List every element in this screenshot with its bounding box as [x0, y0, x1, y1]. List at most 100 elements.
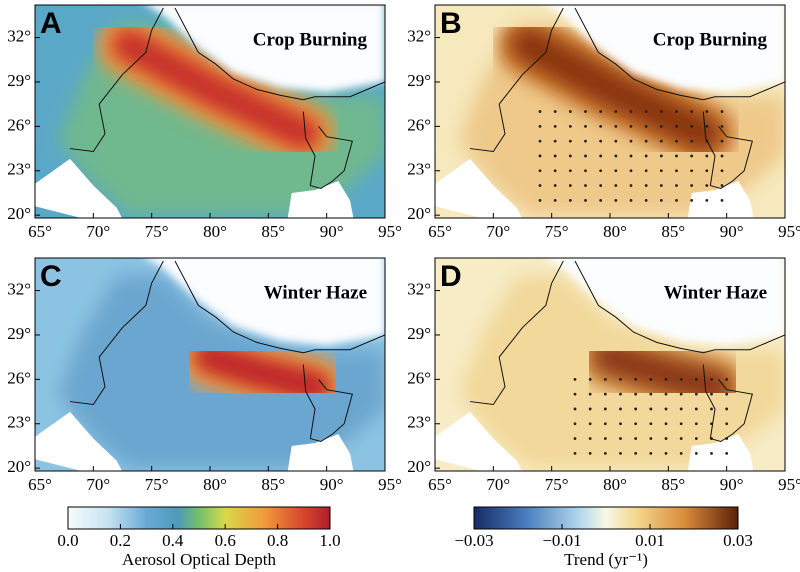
significance-dot	[538, 198, 542, 202]
country-border	[469, 7, 564, 153]
significance-dot	[644, 110, 648, 113]
significance-dot	[629, 169, 633, 173]
latitude-label: 29°	[7, 71, 31, 90]
map-panel: B Crop Burning 65° 70° 75° 80° 85° 90° 95° 32° 29°…	[407, 4, 800, 241]
latitude-label: 26°	[407, 115, 431, 134]
significance-dot	[573, 437, 577, 440]
significance-dot	[599, 198, 603, 202]
significance-dot	[553, 198, 557, 202]
significance-dot	[659, 184, 663, 187]
significance-dot	[568, 139, 572, 143]
significance-dot	[675, 198, 678, 202]
significance-dot	[664, 392, 668, 396]
significance-dot	[664, 407, 668, 411]
significance-dot	[690, 110, 694, 113]
significance-dot	[690, 184, 694, 187]
significance-dot	[568, 110, 572, 113]
map-panel: A Crop Burning 65° 70° 75° 80° 85° 90° 95° 32° 29°…	[7, 4, 402, 241]
panel-letter: B	[440, 7, 462, 40]
country-border	[574, 260, 785, 354]
significance-dot	[599, 184, 603, 187]
plain-core	[111, 27, 321, 151]
longitude-label: 65°	[28, 222, 52, 241]
significance-dot	[553, 184, 557, 187]
longitude-label: 95°	[378, 475, 402, 494]
significance-dot	[614, 154, 618, 158]
significance-dot	[690, 198, 694, 202]
significance-dot	[538, 184, 542, 187]
country-border	[302, 364, 353, 443]
significance-dot	[720, 198, 724, 202]
latitude-label: 26°	[407, 368, 431, 387]
significance-dot	[705, 124, 709, 128]
significance-dot	[629, 124, 633, 128]
significance-dot	[694, 407, 698, 411]
colorbar	[473, 506, 739, 530]
significance-dot	[694, 437, 698, 440]
latitude-label: 32°	[407, 279, 431, 298]
significance-dot	[675, 124, 678, 128]
significance-dot	[710, 377, 713, 381]
significance-dot	[694, 392, 698, 396]
latitude-label: 32°	[407, 26, 431, 45]
significance-dot	[584, 169, 587, 173]
longitude-label: 65°	[428, 475, 452, 494]
significance-dot	[720, 184, 724, 187]
bay	[687, 434, 754, 471]
significance-dot	[588, 437, 592, 440]
significance-dot	[614, 139, 618, 143]
significance-dot	[649, 407, 653, 411]
plain-core	[193, 340, 332, 404]
longitude-label: 95°	[778, 475, 800, 494]
longitude-label: 80°	[603, 475, 627, 494]
longitude-label: 75°	[145, 475, 169, 494]
significance-dot	[679, 451, 683, 455]
significance-dot	[710, 407, 713, 411]
map-panel: C Winter Haze 65° 70° 75° 80° 85° 90° 95° 32° 29° 2…	[7, 257, 402, 494]
significance-dot	[584, 110, 587, 113]
colorbar-label: Trend (yr⁻¹)	[564, 550, 648, 569]
significance-dot	[538, 124, 542, 128]
significance-dot	[588, 422, 592, 426]
significance-dot	[720, 110, 724, 113]
latitude-label: 32°	[7, 26, 31, 45]
map	[35, 258, 385, 471]
significance-dot	[725, 451, 729, 455]
bay	[287, 434, 354, 471]
significance-dot	[619, 422, 622, 426]
sea	[35, 411, 123, 471]
significance-dot	[679, 377, 683, 381]
significance-dot	[553, 110, 557, 113]
significance-dot	[603, 422, 607, 426]
significance-dot	[634, 392, 638, 396]
significance-dot	[599, 124, 603, 128]
significance-dot	[553, 124, 557, 128]
significance-dot	[649, 392, 653, 396]
panel-letter: D	[440, 260, 462, 293]
significance-dot	[659, 139, 663, 143]
country-border	[469, 260, 564, 406]
significance-dot	[568, 198, 572, 202]
significance-dot	[573, 451, 577, 455]
significance-dot	[649, 377, 653, 381]
longitude-label: 70°	[486, 222, 510, 241]
significance-dot	[599, 169, 603, 173]
significance-dot	[573, 422, 577, 426]
significance-dot	[644, 154, 648, 158]
latitude-label: 20°	[407, 457, 431, 476]
significance-dot	[568, 169, 572, 173]
significance-dot	[694, 422, 698, 426]
significance-dot	[690, 139, 694, 143]
significance-dot	[584, 154, 587, 158]
sea	[435, 158, 523, 218]
longitude-label: 65°	[428, 222, 452, 241]
significance-dot	[614, 169, 618, 173]
significance-dot	[614, 124, 618, 128]
latitude-label: 29°	[7, 324, 31, 343]
country-border	[69, 7, 164, 153]
panel-title: Crop Burning	[653, 29, 768, 50]
significance-dot	[649, 437, 653, 440]
significance-dot	[629, 198, 633, 202]
panel-letter: C	[40, 260, 62, 293]
significance-dot	[644, 198, 648, 202]
